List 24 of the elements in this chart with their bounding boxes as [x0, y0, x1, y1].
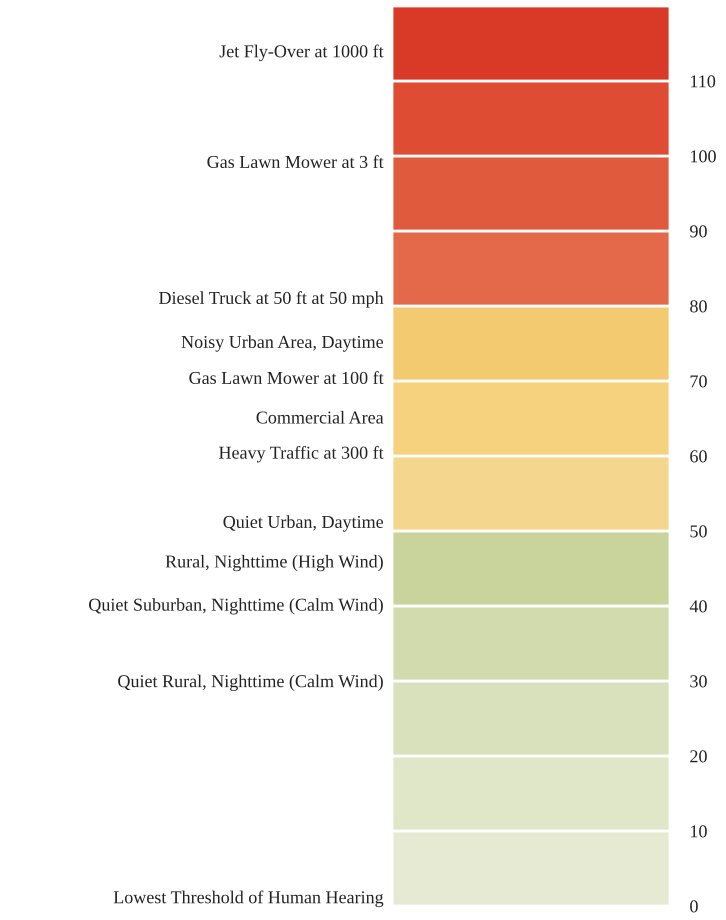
text: Quiet Rural, Nighttime (Calm Wind) — [118, 674, 383, 692]
text: Quiet Suburban, Nighttime (Calm Wind) — [89, 598, 383, 615]
y-tick-label: 110 — [691, 75, 716, 88]
y-tick-label: 60 — [690, 450, 707, 462]
text: Lowest Threshold of Human Hearing — [114, 890, 384, 908]
text: Jet Fly-Over at 1000 ft — [220, 44, 384, 62]
y-tick-label: 0 — [690, 900, 698, 912]
y-tick-label: 70 — [690, 375, 707, 388]
text: Rural, Nighttime (High Wind) — [166, 554, 383, 572]
text: Gas Lawn Mower at 100 ft — [189, 371, 384, 384]
text: Diesel Truck at 50 ft at 50 mph — [158, 291, 384, 308]
y-tick-label: 40 — [690, 600, 707, 612]
text: Heavy Traffic at 300 ft — [219, 446, 384, 463]
y-tick-label: 100 — [691, 150, 716, 162]
y-tick-label: 10 — [691, 825, 707, 838]
text: Quiet Urban, Daytime — [223, 515, 384, 532]
text: Gas Lawn Mower at 3 ft — [207, 155, 384, 168]
y-tick-label: 90 — [690, 225, 707, 238]
text: Commercial Area — [256, 410, 384, 424]
y-tick-label: 20 — [690, 750, 707, 762]
y-tick-label: 50 — [690, 525, 707, 538]
y-tick-label: 80 — [690, 300, 707, 312]
text: Noisy Urban Area, Daytime — [182, 335, 384, 352]
y-tick-label: 30 — [690, 675, 707, 688]
